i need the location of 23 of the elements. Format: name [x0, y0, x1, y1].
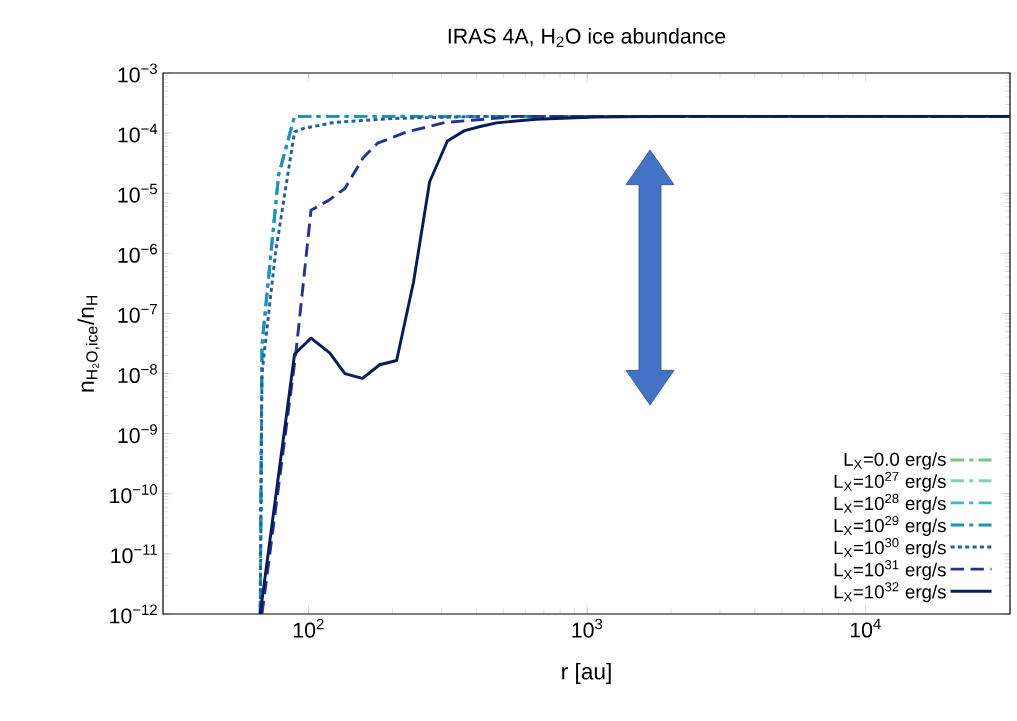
legend-label: L$_{X}$=10$^{32}$ erg/s: [834, 582, 946, 603]
y-tick-label: 10$^{−11}$: [111, 544, 157, 564]
x-tick-label: 10$^{4}$: [850, 618, 881, 638]
legend-label: L$_{X}$=10$^{27}$ erg/s: [834, 471, 946, 492]
y-tick-label: 10$^{−8}$: [118, 364, 157, 384]
x-tick-label: 10$^{3}$: [572, 618, 603, 638]
y-tick-label: 10$^{−12}$: [110, 604, 157, 624]
y-tick-label: 10$^{−5}$: [118, 183, 157, 203]
legend-label: L$_{X}$=10$^{28}$ erg/s: [834, 493, 946, 514]
y-tick-label: 10$^{−4}$: [118, 123, 158, 143]
y-tick-label: 10$^{−7}$: [118, 304, 157, 323]
y-axis-title: n$_{H₂O,ice}$/n$_{H}$: [77, 295, 100, 392]
y-tick-label: 10$^{−6}$: [118, 243, 157, 263]
legend-label: L$_{X}$=10$^{31}$ erg/s: [834, 560, 946, 581]
y-tick-label: 10$^{−10}$: [110, 484, 158, 504]
legend-label: L$_{X}$=0.0 erg/s: [844, 452, 946, 470]
legend-label: L$_{X}$=10$^{30}$ erg/s: [834, 538, 946, 558]
x-axis-title: r [au]: [562, 662, 611, 684]
y-tick-label: 10$^{−9}$: [118, 424, 157, 444]
x-tick-label: 10$^{2}$: [293, 618, 324, 638]
y-tick-label: 10$^{−3}$: [118, 63, 157, 83]
legend-label: L$_{X}$=10$^{29}$ erg/s: [834, 515, 946, 536]
chart-title: IRAS 4A, H$_{2}$O ice abundance: [448, 28, 726, 47]
